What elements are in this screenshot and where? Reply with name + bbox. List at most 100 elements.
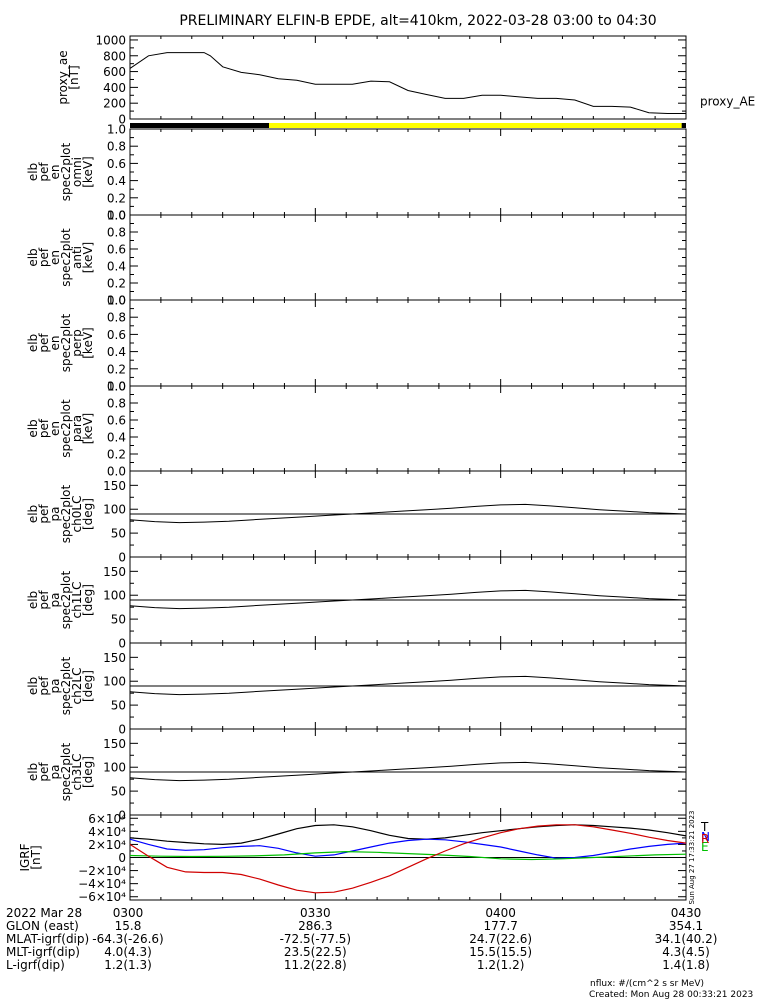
- y-tick-label: 100: [103, 761, 126, 775]
- footer-cell: 23.5(22.5): [284, 945, 347, 959]
- footer-cell: 1.4(1.8): [662, 958, 710, 972]
- y-axis-label: pa: [48, 507, 62, 522]
- y-axis-label: pa: [48, 679, 62, 694]
- y-axis-label: elb: [26, 763, 40, 781]
- y-axis-label: pef: [37, 504, 51, 524]
- footer-cell: -64.3(-26.6): [92, 932, 163, 946]
- panel-pef_en_perp: 0.0 0.2 0.4 0.6 0.8 1.0 elbpefenspec2plotperp[…: [26, 294, 687, 394]
- footer-cell: 0330: [300, 906, 331, 920]
- y-tick-label: 0.4: [107, 260, 126, 274]
- y-axis-label: spec2plot: [59, 228, 73, 287]
- footer-cell: 0400: [485, 906, 516, 920]
- pa-loss-cone-curve: [129, 761, 687, 782]
- panel-frame: [129, 299, 687, 387]
- y-axis-label: ch1LC: [70, 582, 84, 619]
- y-axis-label: [keV]: [81, 327, 95, 358]
- panel-frame: [129, 385, 687, 472]
- y-tick-label: 0.8: [107, 140, 126, 154]
- legend-e: E: [701, 840, 709, 854]
- y-axis-label: elb: [26, 248, 40, 266]
- footer-cell: 34.1(40.2): [655, 932, 718, 946]
- y-axis-label: omni: [70, 157, 84, 187]
- y-axis-label: [keV]: [81, 156, 95, 187]
- y-tick-label: 50: [111, 613, 126, 627]
- y-tick-label: 0: [118, 851, 126, 865]
- b-igrf-r-line: [129, 824, 687, 894]
- legend-n: N: [701, 830, 710, 844]
- y-axis-label: spec2plot: [59, 399, 73, 458]
- footer-cell: 15.8: [115, 919, 142, 933]
- y-tick-label: 0.6: [107, 414, 126, 428]
- footer-cell: 354.1: [669, 919, 703, 933]
- series-label-right: proxy_AE: [700, 95, 755, 109]
- y-axis-label: anti: [70, 246, 84, 269]
- y-axis-label: en: [48, 165, 62, 180]
- y-axis-label: pa: [48, 765, 62, 780]
- y-axis-label: IGRF: [18, 843, 32, 871]
- y-axis-label: pef: [37, 247, 51, 267]
- y-tick-label: 0.0: [107, 380, 126, 394]
- y-axis-label: en: [48, 250, 62, 265]
- y-axis-label: [deg]: [81, 756, 95, 788]
- y-axis-label: pef: [37, 590, 51, 610]
- panel-frame: [129, 214, 687, 301]
- panel-stack: 02004006008001000proxy_ae[nT]proxy_AE0.0…: [18, 33, 755, 904]
- y-tick-label: 0.4: [107, 431, 126, 445]
- y-tick-label: 0: [118, 113, 126, 127]
- footer-cell: 286.3: [298, 919, 332, 933]
- footer-row-label: 2022 Mar 28: [6, 906, 82, 920]
- y-tick-label: 1.0: [107, 294, 126, 308]
- y-tick-label: 0: [118, 723, 126, 737]
- panel-pef_en_anti: 0.0 0.2 0.4 0.6 0.8 1.0 elbpefenspec2plotanti[…: [26, 209, 687, 308]
- y-tick-label: 0.4: [107, 345, 126, 359]
- y-axis-label: [nT]: [29, 845, 43, 869]
- footer-cell: 24.7(22.6): [469, 932, 532, 946]
- y-axis-label: spec2plot: [59, 742, 73, 801]
- y-tick-label: 0.0: [107, 465, 126, 479]
- y-axis-label: elb: [26, 163, 40, 181]
- footer-cell: 1.2(1.3): [104, 958, 152, 972]
- status-bar-segment: [130, 123, 269, 128]
- y-axis-label: [deg]: [81, 498, 95, 530]
- plot-title: PRELIMINARY ELFIN-B EPDE, alt=410km, 202…: [179, 13, 656, 29]
- y-axis-label: pef: [37, 762, 51, 782]
- y-axis-label: proxy_ae: [56, 50, 70, 104]
- nflux-units-note: nflux: #/(cm^2 s sr MeV): [590, 979, 704, 989]
- proxy-ae-line: [129, 52, 686, 114]
- y-axis-label: spec2plot: [59, 142, 73, 201]
- y-tick-label: 0.2: [107, 277, 126, 291]
- pa-loss-cone-curve: [129, 503, 687, 524]
- y-axis-label: pef: [37, 162, 51, 182]
- side-timestamp: Sun Aug 27 17:33:21 2023: [688, 810, 696, 904]
- y-axis-label: pa: [48, 593, 62, 608]
- y-axis-label: en: [48, 421, 62, 436]
- y-axis-label: pef: [37, 418, 51, 438]
- y-tick-label: 0: [118, 809, 126, 823]
- y-axis-label: elb: [26, 419, 40, 437]
- panel-proxy_ae: 0 200 400 600 800 1000 proxy_ae[nT] proxy_AE: [56, 33, 755, 128]
- pa-loss-cone-curve: [129, 589, 687, 610]
- y-tick-label: 1.0: [107, 123, 126, 137]
- y-axis-label: elb: [26, 505, 40, 523]
- panel-frame: [129, 128, 687, 216]
- y-axis-label: ch3LC: [70, 754, 84, 791]
- legend-r: R: [701, 832, 709, 846]
- y-tick-label: 0.2: [107, 362, 126, 376]
- footer-row-label: MLT-igrf(dip): [6, 945, 80, 959]
- y-axis-label: [deg]: [81, 670, 95, 702]
- y-tick-label: −2×10⁴: [78, 864, 126, 878]
- footer-row-label: L-igrf(dip): [6, 958, 65, 972]
- panel-pef_en_para: 0.0 0.2 0.4 0.6 0.8 1.0 elbpefenspec2plotpara[…: [26, 380, 687, 479]
- b-igrf-t-line: [129, 824, 687, 846]
- y-tick-label: 150: [103, 737, 126, 751]
- y-tick-label: 100: [103, 589, 126, 603]
- y-tick-label: 0.0: [107, 209, 126, 223]
- y-axis-label: pef: [37, 676, 51, 696]
- b-igrf-e-line: [129, 850, 687, 861]
- y-tick-label: 100: [103, 675, 126, 689]
- y-tick-label: 0.6: [107, 328, 126, 342]
